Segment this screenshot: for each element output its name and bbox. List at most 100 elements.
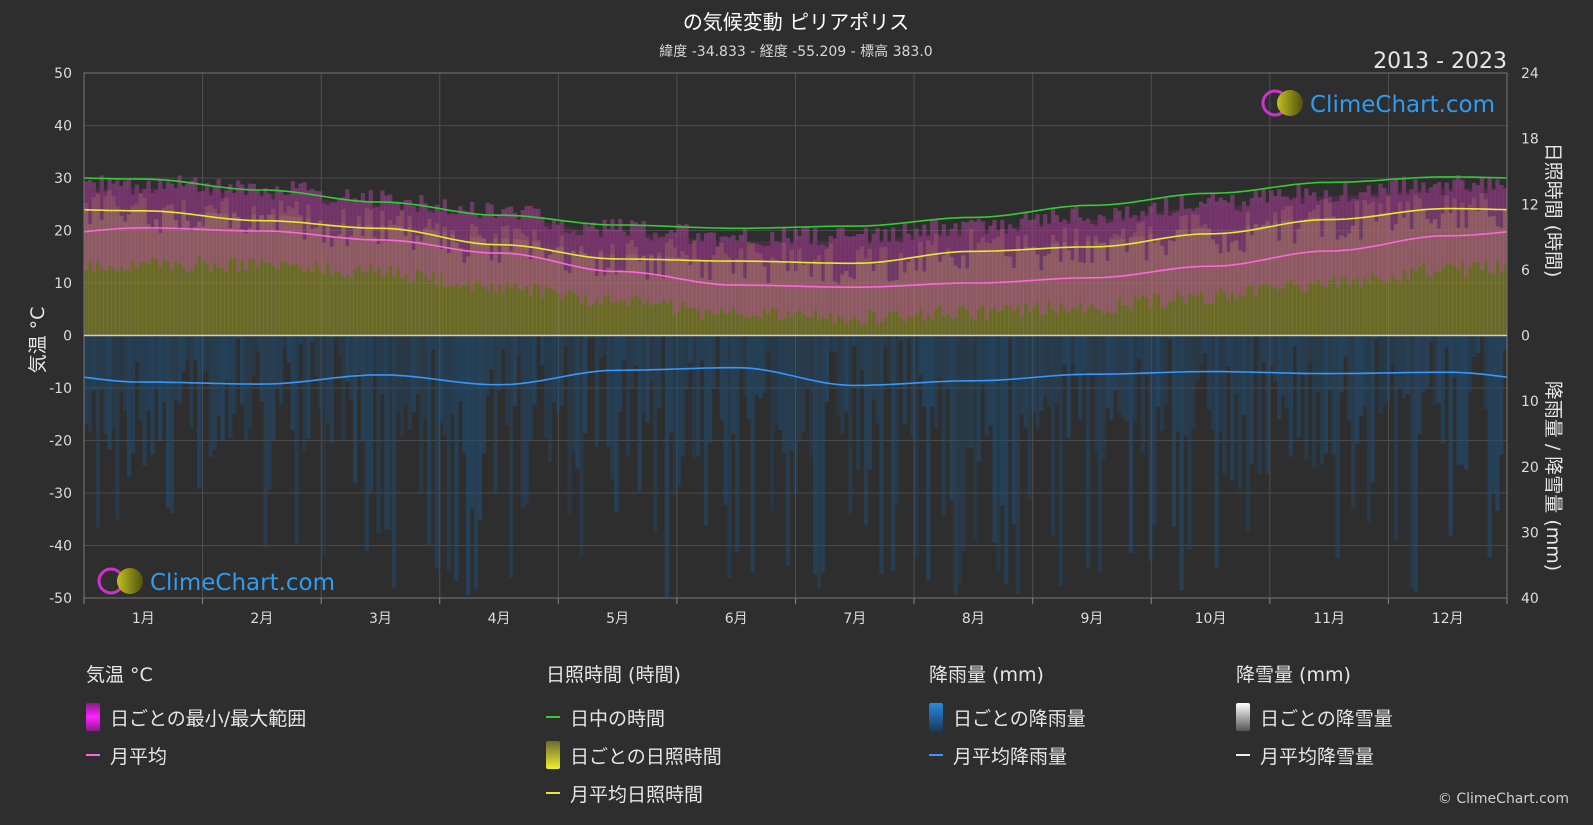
daily-temperature-bar	[1124, 206, 1130, 306]
daily-temperature-bar	[645, 237, 650, 299]
daily-rain-bar	[314, 335, 319, 376]
daily-sunshine-bar	[228, 227, 233, 336]
daily-temperature-bar	[1050, 208, 1056, 310]
daily-sunshine-bar	[1495, 226, 1500, 336]
daily-sunshine-bar	[134, 203, 139, 336]
daily-temperature-bar	[251, 183, 256, 260]
daily-sunshine-bar	[415, 235, 420, 336]
daily-temperature-bar	[863, 227, 869, 324]
daily-rain-bar	[395, 335, 401, 412]
daily-temperature-bar	[532, 208, 537, 284]
daily-temperature-bar	[583, 222, 588, 296]
daily-rain-bar	[341, 335, 346, 442]
daily-rain-bar	[1089, 335, 1095, 377]
daily-temperature-bar	[259, 196, 264, 259]
daily-temperature-bar	[384, 195, 389, 275]
daily-sunshine-bar	[544, 259, 549, 336]
daily-rain-bar	[165, 335, 171, 508]
daily-sunshine-bar	[497, 262, 502, 336]
daily-rain-bar	[1296, 335, 1301, 437]
daily-sunshine-bar	[1152, 242, 1157, 336]
daily-rain-bar	[95, 335, 100, 528]
daily-rain-bar	[458, 335, 463, 402]
daily-rain-bar	[415, 335, 420, 395]
daily-sunshine-bar	[758, 254, 763, 336]
daily-rain-bar	[949, 335, 954, 500]
daily-temperature-bar	[1499, 185, 1504, 273]
daily-sunshine-bar	[945, 248, 950, 336]
daily-sunshine-bar	[1202, 224, 1208, 336]
daily-rain-bar	[493, 335, 498, 495]
daily-temperature-bar	[887, 242, 892, 312]
daily-temperature-bar	[879, 242, 884, 322]
daily-sunshine-bar	[364, 207, 369, 336]
daily-sunshine-bar	[707, 280, 713, 336]
daily-rain-bar	[302, 335, 307, 453]
daily-sunshine-bar	[551, 250, 557, 336]
daily-sunshine-bar	[1078, 261, 1083, 336]
daily-sunshine-bar	[894, 279, 900, 336]
x-tick-label: 12月	[1432, 611, 1464, 627]
daily-sunshine-bar	[185, 220, 190, 336]
daily-sunshine-bar	[1117, 235, 1122, 336]
daily-rain-bar	[832, 335, 837, 353]
daily-temperature-bar	[1288, 199, 1293, 281]
daily-rain-bar	[1358, 335, 1364, 417]
daily-sunshine-bar	[676, 256, 681, 336]
daily-sunshine-bar	[1436, 228, 1442, 336]
daily-temperature-bar	[1479, 177, 1485, 271]
daily-temperature-bar	[1214, 201, 1219, 294]
daily-sunshine-bar	[809, 276, 814, 336]
daily-temperature-bar	[430, 212, 436, 273]
y-right-top-tick-label: 6	[1521, 263, 1530, 279]
daily-temperature-bar	[910, 239, 915, 317]
daily-sunshine-bar	[212, 208, 217, 336]
chart-title: の気候変動 ピリアポリス	[683, 10, 909, 34]
daily-sunshine-bar	[606, 267, 611, 336]
daily-temperature-bar	[1234, 210, 1239, 300]
daily-temperature-bar	[1035, 214, 1040, 303]
daily-sunshine-bar	[1019, 251, 1024, 336]
daily-temperature-bar	[1066, 223, 1071, 314]
daily-sunshine-bar	[1452, 198, 1457, 336]
daily-rain-bar	[961, 335, 966, 552]
daily-sunshine-bar	[875, 264, 880, 336]
daily-temperature-bar	[1425, 193, 1430, 275]
y-left-axis-label: 気温 °C	[27, 307, 49, 374]
daily-sunshine-bar	[1292, 243, 1297, 336]
daily-temperature-bar	[177, 175, 182, 264]
daily-rain-bar	[146, 335, 151, 411]
daily-rain-bar	[653, 335, 658, 533]
daily-rain-bar	[1199, 335, 1204, 366]
daily-temperature-bar	[801, 227, 806, 314]
legend-item: 日中の時間	[546, 698, 722, 736]
daily-temperature-bar	[715, 246, 720, 315]
daily-rain-bar	[766, 335, 771, 354]
legend-rain: 降雨量 (mm) 日ごとの降雨量 月平均降雨量	[929, 660, 1086, 774]
daily-temperature-bar	[891, 227, 896, 313]
daily-temperature-bar	[941, 224, 946, 316]
daily-temperature-bar	[1023, 211, 1028, 304]
daily-rain-bar	[524, 335, 529, 503]
daily-sunshine-bar	[813, 260, 818, 336]
daily-sunshine-bar	[832, 281, 837, 336]
daily-sunshine-bar	[1475, 211, 1481, 336]
daily-temperature-bar	[380, 190, 385, 278]
daily-sunshine-bar	[1378, 203, 1383, 336]
daily-temperature-bar	[945, 236, 950, 314]
daily-rain-bar	[1015, 335, 1021, 595]
daily-sunshine-bar	[1276, 240, 1282, 336]
daily-sunshine-bar	[984, 242, 989, 336]
daily-sunshine-bar	[1132, 232, 1138, 336]
daily-temperature-bar	[571, 230, 576, 293]
daily-temperature-bar	[95, 192, 100, 261]
daily-temperature-bar	[1483, 193, 1488, 262]
daily-rain-bar	[1144, 335, 1149, 375]
daily-temperature-bar	[742, 228, 748, 317]
daily-sunshine-bar	[142, 197, 147, 336]
daily-rain-bar	[169, 335, 175, 514]
daily-sunshine-bar	[1362, 200, 1368, 336]
daily-sunshine-bar	[1300, 220, 1305, 336]
daily-temperature-bar	[325, 205, 331, 263]
daily-sunshine-bar	[1179, 216, 1184, 336]
